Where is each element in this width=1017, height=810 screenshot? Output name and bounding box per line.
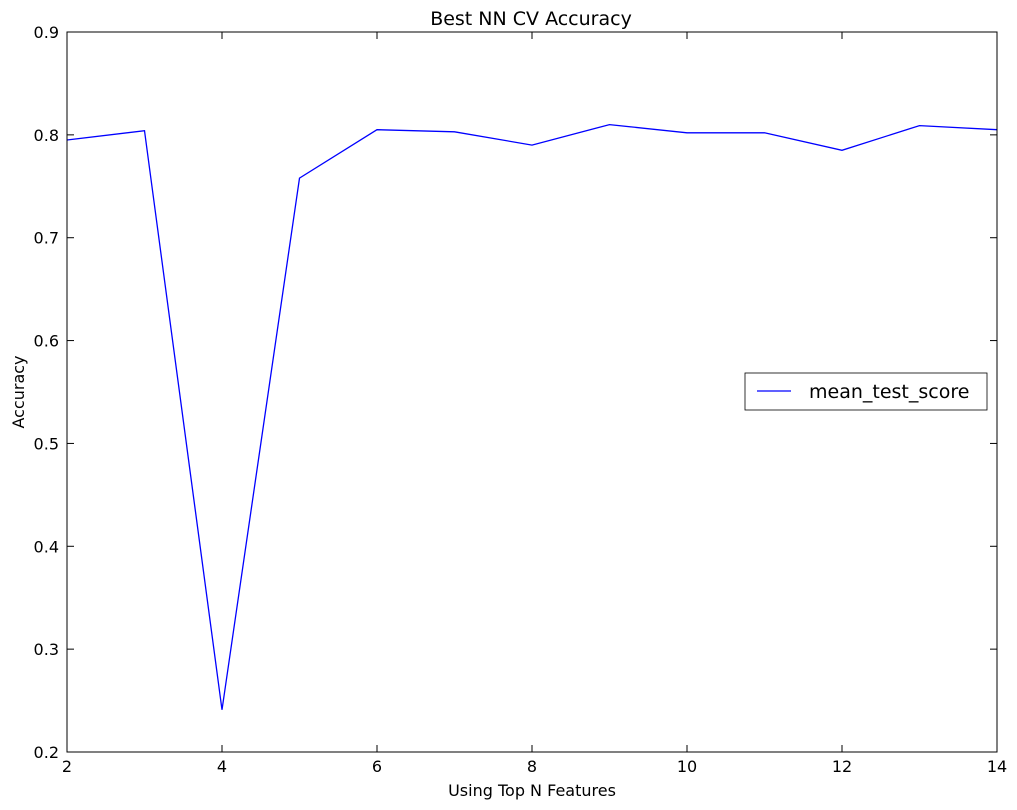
- y-tick-label: 0.8: [34, 126, 59, 145]
- chart-title: Best NN CV Accuracy: [430, 8, 632, 30]
- x-axis-label: Using Top N Features: [448, 781, 616, 800]
- y-tick-label: 0.9: [34, 23, 59, 42]
- x-tick-label: 6: [372, 757, 382, 776]
- legend-label: mean_test_score: [809, 381, 969, 403]
- x-axis: 2 4 6 8 10 12 14: [62, 32, 1007, 776]
- plot-frame: [66, 31, 998, 753]
- y-tick-label: 0.3: [34, 640, 59, 659]
- y-tick-label: 0.7: [34, 229, 59, 248]
- x-tick-label: 8: [527, 757, 537, 776]
- x-tick-label: 4: [217, 757, 227, 776]
- x-tick-label: 10: [677, 757, 697, 776]
- y-axis: 0.2 0.3 0.4 0.5 0.6 0.7 0.8 0.9: [34, 23, 997, 762]
- y-axis-label: Accuracy: [9, 355, 28, 428]
- x-tick-label: 2: [62, 757, 72, 776]
- legend: mean_test_score: [744, 372, 988, 411]
- x-tick-label: 12: [832, 757, 852, 776]
- y-tick-label: 0.2: [34, 743, 59, 762]
- series-line-mean-test-score: [66, 123, 998, 710]
- x-tick-label: 14: [987, 757, 1007, 776]
- y-tick-label: 0.4: [34, 537, 59, 556]
- y-tick-label: 0.5: [34, 434, 59, 453]
- y-tick-label: 0.6: [34, 332, 59, 351]
